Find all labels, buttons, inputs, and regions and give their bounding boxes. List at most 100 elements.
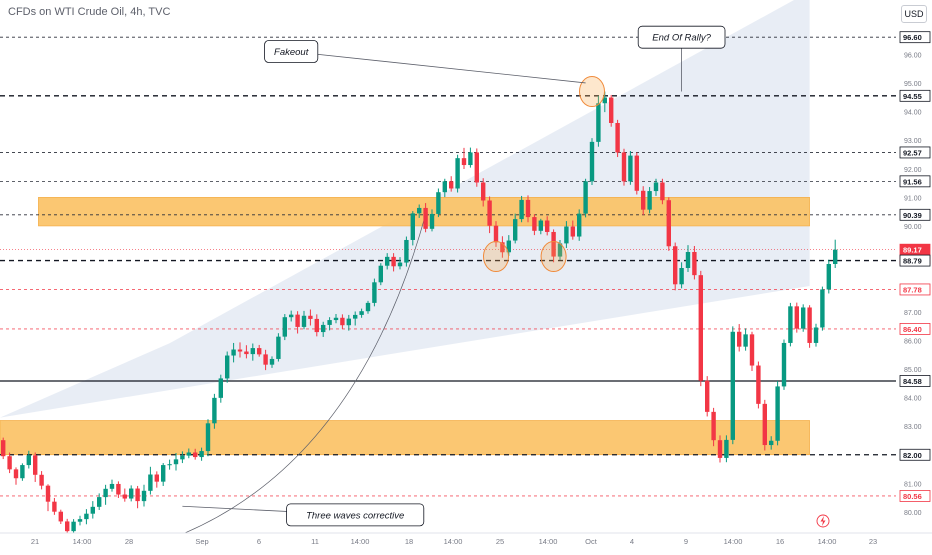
candle-body (52, 501, 57, 512)
candle-body (122, 494, 127, 499)
time-tick-label: 16 (776, 537, 784, 546)
candle-36 (231, 342, 236, 363)
candle-body (679, 268, 684, 285)
candle-body (340, 317, 345, 326)
candle-17 (109, 479, 115, 492)
candle-body (429, 213, 435, 229)
candle-body (116, 483, 121, 495)
candle-body (135, 488, 140, 502)
candle-body (532, 217, 537, 231)
candle-body (129, 488, 134, 499)
price-label: 90.39 (899, 208, 931, 221)
candle-68 (436, 188, 441, 218)
candle-26 (167, 459, 172, 470)
price-tick-label: 80.00 (904, 510, 922, 517)
candle-54 (346, 314, 351, 331)
candle-body (372, 282, 377, 303)
candle-16 (103, 484, 108, 505)
candle-124 (794, 302, 799, 333)
candle-44 (282, 314, 287, 341)
candle-121 (775, 380, 780, 446)
time-tick-label: 14:00 (724, 537, 743, 546)
candle-78 (500, 236, 505, 258)
time-tick-label: 14:00 (818, 537, 837, 546)
candle-body (717, 440, 723, 458)
candle-125 (801, 304, 806, 332)
candle-103 (660, 178, 665, 205)
price-label-box (899, 175, 931, 188)
candle-body (173, 459, 179, 465)
candle-body (506, 240, 511, 253)
candle-111 (711, 407, 716, 447)
price-label: 92.57 (899, 146, 931, 159)
candle-117 (749, 331, 755, 371)
highlight-ellipse-3 (540, 241, 567, 273)
candle-body (13, 469, 19, 479)
candle-body (775, 386, 780, 441)
candle-body (705, 380, 710, 412)
time-tick-label: 14:00 (73, 537, 92, 546)
candle-77 (493, 221, 499, 247)
candle-body (7, 456, 12, 470)
candle-body (762, 403, 767, 446)
candle-69 (442, 178, 447, 198)
candle-47 (301, 310, 307, 330)
candle-body (244, 351, 249, 355)
candle-body (641, 190, 646, 210)
candle-body (749, 334, 755, 366)
time-tick-label: Sep (195, 537, 208, 546)
candle-body (180, 455, 185, 460)
price-tick-label: 81.00 (904, 481, 922, 488)
candle-9 (58, 509, 63, 524)
candle-88 (564, 221, 569, 248)
candle-15 (97, 493, 102, 510)
candle-body (365, 302, 371, 312)
candle-123 (788, 302, 793, 347)
candle-59 (378, 263, 383, 286)
candle-body (525, 199, 531, 218)
candle-body (276, 336, 281, 359)
candle-body (519, 199, 524, 220)
candle-34 (218, 374, 223, 403)
candle-body (385, 256, 390, 266)
candle-body (205, 423, 211, 452)
candle-61 (391, 253, 396, 272)
candle-body (423, 207, 428, 229)
candle-body (33, 455, 38, 475)
price-label-text: 91.56 (903, 177, 922, 186)
candle-35 (225, 351, 230, 383)
price-tick-label: 90.00 (904, 224, 922, 231)
candle-83 (532, 214, 537, 236)
price-label-text: 80.56 (903, 492, 922, 501)
candle-body (359, 311, 364, 315)
candle-body (167, 464, 172, 466)
time-tick-label: 23 (869, 537, 877, 546)
candle-41 (263, 349, 268, 371)
candle-body (71, 521, 76, 532)
candle-13 (84, 509, 89, 525)
candle-body (84, 513, 89, 520)
candle-129 (826, 259, 831, 294)
currency-button[interactable]: USD (901, 5, 927, 23)
time-tick-label: 14:00 (539, 537, 558, 546)
candle-body (820, 289, 825, 328)
price-tick-label: 86.00 (904, 338, 922, 345)
candle-42 (269, 356, 275, 368)
price-label-text: 94.55 (903, 92, 922, 101)
supply-demand-zone-2 (0, 420, 810, 456)
candle-body (602, 97, 607, 104)
callout-text: End Of Rally? (652, 33, 711, 44)
candle-body (333, 317, 339, 321)
candle-43 (276, 333, 281, 362)
candle-76 (487, 196, 492, 234)
candle-body (653, 182, 659, 192)
candle-56 (359, 308, 364, 318)
price-label: 96.60 (899, 31, 931, 44)
candle-body (45, 485, 51, 502)
candle-50 (321, 321, 326, 337)
price-label: 88.79 (899, 254, 931, 267)
candle-3 (20, 463, 25, 481)
candle-80 (513, 213, 518, 244)
candle-body (442, 181, 447, 193)
